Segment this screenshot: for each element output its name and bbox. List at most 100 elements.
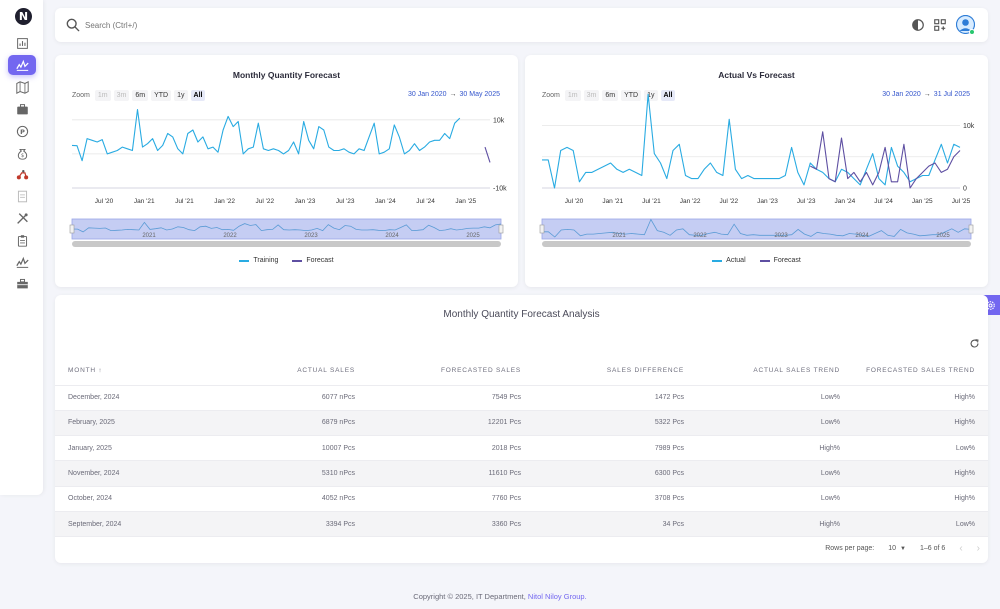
zoom-button-6m[interactable]: 6m	[602, 89, 619, 101]
apps-grid-icon[interactable]	[933, 18, 947, 32]
navigator-series	[71, 221, 502, 233]
chevron-down-icon: ▼	[900, 545, 906, 552]
navigator-tick-label: 2024	[855, 233, 869, 239]
cell-actual-sales: 3394 Pcs	[205, 511, 355, 538]
table-row[interactable]: February, 2025 6879 nPcs 12201 Pcs 5322 Pcs…	[55, 410, 988, 437]
cell-month: October, 2024	[55, 486, 205, 512]
navigator-tick-label: 2023	[774, 233, 788, 239]
table-row[interactable]: January, 2025 10007 Pcs 2018 Pcs 7989 Pcs Hi…	[55, 435, 988, 462]
x-tick-label: Jan '25	[455, 198, 476, 205]
series-line-forecast	[810, 131, 961, 189]
sidebar-item-analytics[interactable]	[8, 252, 36, 272]
zoom-button-ytd[interactable]: YTD	[621, 89, 642, 101]
zoom-button-1m[interactable]: 1m	[564, 89, 581, 101]
cell-sales-difference: 3708 Pcs	[521, 486, 684, 512]
search-input[interactable]	[85, 16, 385, 34]
zoom-controls: Zoom 1m 3m 6m YTD 1y All	[542, 89, 678, 101]
motorcycle-icon	[16, 169, 28, 179]
sidebar-item-document[interactable]	[8, 186, 36, 206]
x-tick-label: Jan '21	[134, 198, 155, 205]
refresh-icon[interactable]	[969, 338, 980, 349]
search-icon[interactable]	[66, 18, 80, 32]
date-from[interactable]: 30 Jan 2020	[407, 91, 447, 98]
range-arrow: →	[449, 91, 457, 98]
sidebar-item-clipboard[interactable]	[8, 230, 36, 250]
date-range[interactable]: 30 Jan 2020 → 31 Jul 2025	[882, 91, 970, 98]
line-chart-icon	[15, 59, 29, 71]
navigator-handle-right	[498, 224, 504, 234]
x-tick-label: Jan '24	[375, 198, 396, 205]
quantity-forecast-chart[interactable]: 10k -10k Jul '20 Jan '21 Jul '21 Jan '22 Jul '…	[55, 55, 518, 287]
rows-per-page-value: 10	[888, 544, 897, 552]
sidebar-item-motorcycle[interactable]	[8, 164, 36, 184]
cell-actual-sales: 6879 nPcs	[205, 410, 355, 437]
navigator-series	[542, 218, 972, 238]
table-row[interactable]: November, 2024 5310 nPcs 11610 Pcs 6300 Pcs…	[55, 460, 988, 487]
sidebar: N P $	[0, 0, 43, 495]
actual-vs-forecast-chart[interactable]: 10k 0 Jul '20 Jan '21 Jul '21 Jan '22 Jul '22 J…	[525, 55, 988, 287]
x-tick-label: Jan '21	[602, 198, 623, 205]
zoom-button-6m[interactable]: 6m	[132, 89, 149, 101]
theme-toggle-icon[interactable]	[911, 18, 925, 32]
date-range[interactable]: 30 Jan 2020 → 30 May 2025	[408, 91, 500, 98]
legend-swatch	[759, 259, 770, 262]
bar-chart-icon	[16, 37, 28, 49]
cell-month: January, 2025	[55, 435, 205, 462]
company-link[interactable]: Nitol Niloy Group.	[527, 592, 587, 601]
previous-page-icon[interactable]: ‹	[959, 542, 963, 554]
zoom-controls: Zoom 1m 3m 6m YTD 1y All	[72, 89, 208, 101]
legend-item-forecast[interactable]: Forecast	[759, 257, 801, 264]
column-header-actual-sales-trend[interactable]: Actual Sales Trend	[684, 357, 840, 386]
legend-item-training[interactable]: Training	[239, 257, 278, 264]
next-page-icon[interactable]: ›	[976, 542, 980, 554]
x-tick-label: Jul '20	[565, 198, 584, 205]
column-header-actual-sales[interactable]: Actual Sales	[205, 357, 355, 386]
tools-icon	[16, 212, 28, 224]
date-to[interactable]: 30 May 2025	[459, 91, 500, 98]
navigator-tick-label: 2021	[142, 233, 156, 239]
navigator-handle-right	[968, 224, 974, 234]
legend-label: Forecast	[773, 257, 801, 264]
zoom-button-3m[interactable]: 3m	[113, 89, 130, 101]
sidebar-item-money-bag[interactable]: $	[8, 143, 36, 163]
sidebar-item-line-chart[interactable]	[8, 55, 36, 75]
zoom-button-1y[interactable]: 1y	[174, 89, 188, 101]
table-row[interactable]: September, 2024 3394 Pcs 3360 Pcs 34 Pcs Hig…	[55, 511, 988, 538]
column-header-forecasted-sales[interactable]: Forecasted Sales	[355, 357, 521, 386]
legend-item-actual[interactable]: Actual	[712, 257, 746, 264]
x-tick-label: Jan '24	[835, 198, 856, 205]
range-arrow: →	[923, 91, 931, 98]
zoom-button-1m[interactable]: 1m	[94, 89, 111, 101]
date-from[interactable]: 30 Jan 2020	[882, 91, 921, 98]
legend-item-forecast[interactable]: Forecast	[292, 257, 334, 264]
sidebar-item-briefcase[interactable]	[8, 99, 36, 119]
cell-sales-difference: 7989 Pcs	[521, 435, 684, 462]
document-icon	[17, 190, 27, 202]
navigator-tick-label: 2022	[223, 233, 237, 239]
sidebar-item-toolbox[interactable]	[8, 273, 36, 293]
clipboard-icon	[17, 234, 27, 247]
navigator-tick-label: 2025	[466, 233, 480, 239]
sidebar-item-tools[interactable]	[8, 208, 36, 228]
date-to[interactable]: 31 Jul 2025	[933, 91, 970, 98]
rows-per-page-label: Rows per page:	[825, 544, 875, 552]
rows-per-page-select[interactable]: 10 ▼	[888, 545, 906, 552]
table-row[interactable]: December, 2024 6077 nPcs 7549 Pcs 1472 Pcs L…	[55, 385, 988, 411]
sidebar-item-bar-chart[interactable]	[8, 33, 36, 53]
logo[interactable]: N	[15, 8, 32, 25]
zoom-button-all[interactable]: All	[190, 89, 206, 101]
zoom-button-ytd[interactable]: YTD	[151, 89, 172, 101]
table-row[interactable]: October, 2024 4052 nPcs 7760 Pcs 3708 Pcs Lo…	[55, 486, 988, 512]
copyright-text: Copyright © 2025, IT Department,	[413, 592, 526, 601]
column-header-month[interactable]: Month ↑	[55, 357, 205, 386]
zoom-button-3m[interactable]: 3m	[583, 89, 600, 101]
zoom-button-all[interactable]: All	[660, 89, 676, 101]
zoom-button-1y[interactable]: 1y	[644, 89, 658, 101]
cell-month: September, 2024	[55, 511, 205, 538]
column-header-sales-difference[interactable]: Sales Difference	[521, 357, 684, 386]
sidebar-item-map[interactable]	[8, 77, 36, 97]
sidebar-item-parking[interactable]: P	[8, 121, 36, 141]
cell-forecasted-sales: 12201 Pcs	[355, 410, 521, 437]
column-header-forecasted-sales-trend[interactable]: Forecasted Sales Trend	[840, 357, 988, 386]
legend-swatch	[712, 259, 723, 262]
